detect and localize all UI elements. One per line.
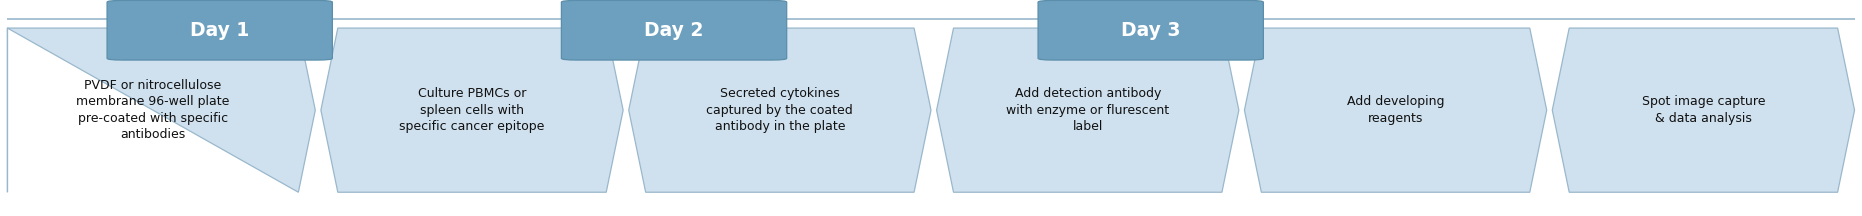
Text: Add developing
reagents: Add developing reagents [1346, 95, 1445, 125]
Text: Day 3: Day 3 [1121, 21, 1181, 40]
Text: PVDF or nitrocellulose
membrane 96-well plate
pre-coated with specific
antibodie: PVDF or nitrocellulose membrane 96-well … [76, 79, 229, 141]
Polygon shape [937, 28, 1238, 192]
Text: Day 1: Day 1 [190, 21, 250, 40]
FancyBboxPatch shape [1039, 0, 1262, 60]
Text: Spot image capture
& data analysis: Spot image capture & data analysis [1642, 95, 1765, 125]
Text: Culture PBMCs or
spleen cells with
specific cancer epitope: Culture PBMCs or spleen cells with speci… [398, 87, 546, 133]
FancyBboxPatch shape [562, 0, 786, 60]
Polygon shape [7, 28, 315, 192]
Text: Add detection antibody
with enzyme or flurescent
label: Add detection antibody with enzyme or fl… [1005, 87, 1169, 133]
Text: Day 2: Day 2 [644, 21, 704, 40]
Polygon shape [1244, 28, 1547, 192]
Polygon shape [1553, 28, 1855, 192]
Text: Secreted cytokines
captured by the coated
antibody in the plate: Secreted cytokines captured by the coate… [706, 87, 853, 133]
FancyBboxPatch shape [106, 0, 331, 60]
Polygon shape [320, 28, 624, 192]
Polygon shape [629, 28, 931, 192]
